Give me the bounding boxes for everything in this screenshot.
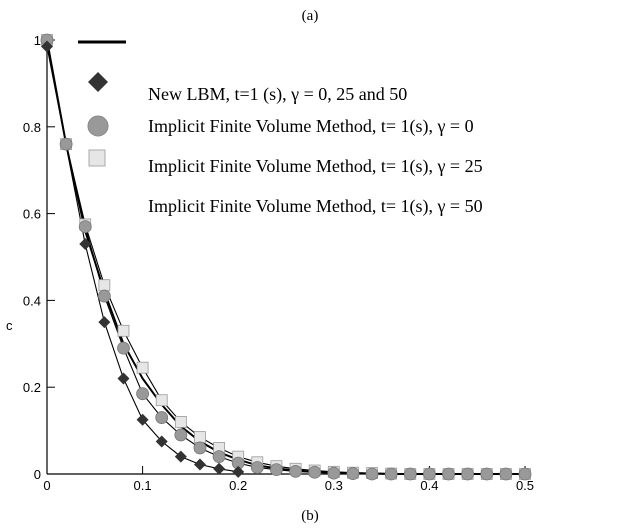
data-point-circle bbox=[461, 467, 475, 481]
data-point-circle bbox=[155, 411, 169, 424]
data-point-circle bbox=[308, 465, 322, 479]
x-tick-label: 0.3 bbox=[325, 478, 343, 493]
data-point-circle bbox=[384, 467, 398, 481]
plot-area: 0 0.1 0.2 0.3 0.4 0.5 0 0.2 0.4 0.6 0.8 1 c bbox=[6, 33, 534, 493]
data-point-diamond bbox=[193, 458, 206, 471]
data-point-circle bbox=[212, 450, 226, 464]
data-point-circle bbox=[193, 441, 207, 455]
data-point-diamond bbox=[174, 450, 187, 463]
y-tick-label: 1 bbox=[34, 33, 41, 48]
data-point-circle bbox=[59, 137, 73, 151]
data-point-square bbox=[174, 416, 187, 428]
data-point-diamond bbox=[136, 413, 149, 426]
data-point-circle bbox=[422, 467, 436, 481]
data-point-circle bbox=[365, 467, 379, 481]
series-line-1 bbox=[46, 39, 525, 475]
legend-square-marker bbox=[88, 149, 106, 167]
data-point-square bbox=[194, 431, 206, 444]
x-tick-label: 0.1 bbox=[134, 478, 152, 493]
x-tick-label: 0.2 bbox=[229, 478, 247, 493]
data-point-circle bbox=[117, 341, 130, 355]
legend-diamond-marker bbox=[88, 72, 108, 92]
data-point-circle bbox=[499, 467, 513, 481]
data-point-square bbox=[117, 324, 130, 337]
data-point-diamond bbox=[79, 237, 92, 250]
legend-label-ifvm-0: Implicit Finite Volume Method, t= 1(s), … bbox=[148, 116, 474, 137]
y-tick-label: 0.8 bbox=[23, 120, 41, 135]
series-line bbox=[46, 39, 525, 475]
line-layer bbox=[46, 39, 525, 475]
data-point-square bbox=[136, 361, 149, 374]
marker-layer bbox=[40, 33, 532, 481]
caption-top: (a) bbox=[302, 8, 319, 24]
data-point-circle bbox=[250, 461, 264, 474]
legend-label-new-lbm: New LBM, t=1 (s), γ = 0, 25 and 50 bbox=[148, 84, 407, 105]
legend-label-ifvm-25: Implicit Finite Volume Method, t= 1(s), … bbox=[148, 156, 483, 177]
data-point-circle bbox=[327, 466, 341, 480]
y-tick-label: 0 bbox=[34, 467, 41, 482]
data-point-diamond bbox=[41, 40, 53, 53]
data-point-circle bbox=[78, 220, 92, 234]
x-tick-label: 0 bbox=[43, 478, 50, 493]
legend-item-new-lbm: New LBM, t=1 (s), γ = 0, 25 and 50 bbox=[88, 72, 407, 105]
series-line-0 bbox=[46, 46, 239, 473]
x-tick-label: 0.4 bbox=[420, 478, 438, 493]
data-point-circle bbox=[174, 428, 188, 442]
y-tick-label: 0.6 bbox=[23, 207, 41, 222]
y-axis-label: c bbox=[6, 318, 13, 333]
caption-bottom: (b) bbox=[301, 508, 319, 524]
x-tick-label: 0.5 bbox=[516, 478, 534, 493]
legend-label-ifvm-50: Implicit Finite Volume Method, t= 1(s), … bbox=[148, 196, 483, 217]
data-point-circle bbox=[270, 463, 283, 477]
data-point-circle bbox=[480, 467, 494, 481]
data-point-square bbox=[98, 279, 111, 292]
data-point-circle bbox=[518, 467, 532, 481]
axis-ticks: 0 0.1 0.2 0.3 0.4 0.5 0 0.2 0.4 0.6 0.8 1 bbox=[23, 33, 534, 493]
y-tick-label: 0.2 bbox=[23, 380, 41, 395]
legend-item-ifvm-50: Implicit Finite Volume Method, t= 1(s), … bbox=[148, 196, 483, 217]
series-line-2 bbox=[46, 39, 525, 475]
data-point-circle bbox=[346, 467, 360, 480]
data-point-square bbox=[155, 394, 168, 407]
data-point-diamond bbox=[213, 462, 226, 475]
data-point-diamond bbox=[232, 465, 245, 478]
data-point-diamond bbox=[117, 372, 130, 385]
data-point-circle bbox=[289, 464, 302, 478]
data-point-circle bbox=[97, 289, 111, 303]
y-tick-label: 0.4 bbox=[23, 293, 41, 308]
legend-item-ifvm-25: Implicit Finite Volume Method, t= 1(s), … bbox=[88, 149, 483, 177]
data-point-circle bbox=[136, 387, 150, 401]
legend: New LBM, t=1 (s), γ = 0, 25 and 50 Impli… bbox=[78, 40, 483, 217]
data-point-diamond bbox=[98, 316, 111, 329]
legend-item-ifvm-0: Implicit Finite Volume Method, t= 1(s), … bbox=[87, 115, 474, 137]
data-point-diamond bbox=[155, 435, 168, 448]
data-point-circle bbox=[403, 467, 417, 481]
data-point-circle bbox=[442, 467, 455, 481]
legend-circle-marker bbox=[87, 115, 109, 137]
